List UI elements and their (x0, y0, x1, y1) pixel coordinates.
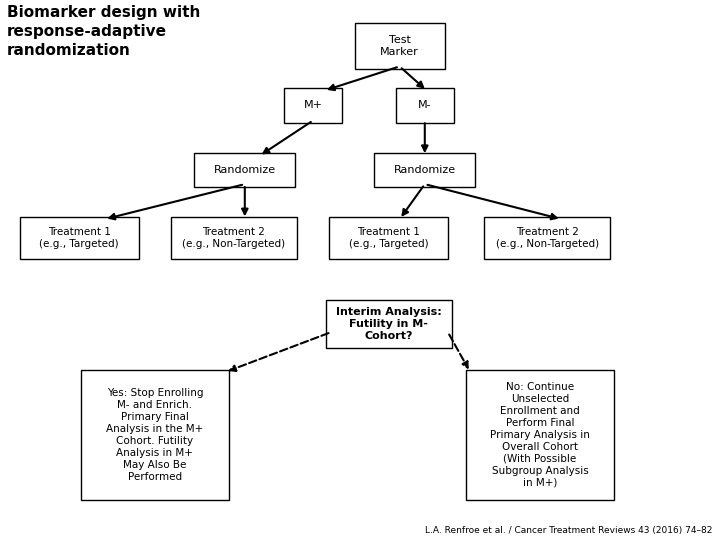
Text: Yes: Stop Enrolling
M- and Enrich.
Primary Final
Analysis in the M+
Cohort. Futi: Yes: Stop Enrolling M- and Enrich. Prima… (106, 388, 204, 482)
Text: M-: M- (418, 100, 431, 110)
Text: Randomize: Randomize (394, 165, 456, 175)
FancyBboxPatch shape (194, 153, 295, 187)
FancyBboxPatch shape (396, 87, 454, 123)
FancyBboxPatch shape (171, 217, 297, 259)
FancyBboxPatch shape (330, 217, 448, 259)
Text: L.A. Renfroe et al. / Cancer Treatment Reviews 43 (2016) 74–82: L.A. Renfroe et al. / Cancer Treatment R… (426, 525, 713, 535)
Text: Randomize: Randomize (214, 165, 276, 175)
Text: Interim Analysis:
Futility in M-
Cohort?: Interim Analysis: Futility in M- Cohort? (336, 307, 441, 341)
Text: Biomarker design with
response-adaptive
randomization: Biomarker design with response-adaptive … (7, 5, 201, 58)
FancyBboxPatch shape (20, 217, 138, 259)
FancyBboxPatch shape (467, 370, 614, 500)
Text: Treatment 1
(e.g., Targeted): Treatment 1 (e.g., Targeted) (349, 227, 428, 248)
FancyBboxPatch shape (355, 23, 445, 69)
FancyBboxPatch shape (325, 300, 452, 348)
FancyBboxPatch shape (284, 87, 342, 123)
FancyBboxPatch shape (81, 370, 229, 500)
Text: M+: M+ (304, 100, 323, 110)
Text: Treatment 2
(e.g., Non-Targeted): Treatment 2 (e.g., Non-Targeted) (182, 227, 286, 248)
Text: Test
Marker: Test Marker (380, 35, 419, 57)
Text: Treatment 2
(e.g., Non-Targeted): Treatment 2 (e.g., Non-Targeted) (495, 227, 599, 248)
FancyBboxPatch shape (374, 153, 475, 187)
Text: Treatment 1
(e.g., Targeted): Treatment 1 (e.g., Targeted) (40, 227, 119, 248)
Text: No: Continue
Unselected
Enrollment and
Perform Final
Primary Analysis in
Overall: No: Continue Unselected Enrollment and P… (490, 382, 590, 488)
FancyBboxPatch shape (484, 217, 611, 259)
